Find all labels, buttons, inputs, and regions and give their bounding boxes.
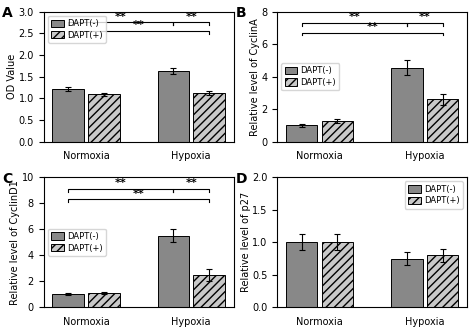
Text: C: C xyxy=(2,172,12,186)
Y-axis label: Relative level of p27: Relative level of p27 xyxy=(241,192,251,292)
Bar xyxy=(52,89,84,142)
Y-axis label: Relative level of CyclinA: Relative level of CyclinA xyxy=(250,18,260,136)
Bar xyxy=(193,93,225,142)
Bar xyxy=(322,242,353,307)
Text: A: A xyxy=(2,6,13,20)
Text: **: ** xyxy=(419,12,430,22)
Text: **: ** xyxy=(115,178,127,188)
Bar xyxy=(391,259,423,307)
Bar xyxy=(391,68,423,142)
Bar xyxy=(52,294,84,307)
Bar xyxy=(427,255,458,307)
Legend: DAPT(-), DAPT(+): DAPT(-), DAPT(+) xyxy=(48,229,106,256)
Bar xyxy=(193,275,225,307)
Bar xyxy=(88,293,119,307)
Text: B: B xyxy=(236,6,246,20)
Bar xyxy=(427,100,458,142)
Text: **: ** xyxy=(115,12,127,22)
Bar xyxy=(157,236,189,307)
Text: **: ** xyxy=(133,20,145,30)
Text: **: ** xyxy=(133,189,145,199)
Bar xyxy=(88,95,119,142)
Bar xyxy=(157,71,189,142)
Legend: DAPT(-), DAPT(+): DAPT(-), DAPT(+) xyxy=(405,181,463,208)
Text: **: ** xyxy=(185,12,197,22)
Text: **: ** xyxy=(366,22,378,32)
Legend: DAPT(-), DAPT(+): DAPT(-), DAPT(+) xyxy=(282,63,339,90)
Bar xyxy=(322,121,353,142)
Y-axis label: Relative level of CyclinD1: Relative level of CyclinD1 xyxy=(10,180,20,305)
Bar xyxy=(286,242,318,307)
Legend: DAPT(-), DAPT(+): DAPT(-), DAPT(+) xyxy=(48,16,106,43)
Bar xyxy=(286,126,318,142)
Text: D: D xyxy=(236,172,247,186)
Text: **: ** xyxy=(185,178,197,188)
Y-axis label: OD Value: OD Value xyxy=(7,54,17,99)
Text: **: ** xyxy=(348,12,360,22)
